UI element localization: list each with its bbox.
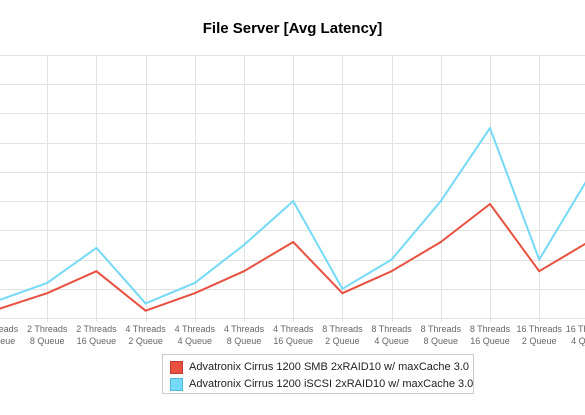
series-line-iscsi [0, 127, 585, 305]
x-tick-label: 8 Queue [424, 336, 459, 346]
data-point-iscsi [95, 246, 98, 249]
data-point-iscsi [193, 281, 196, 284]
data-point-smb [144, 309, 147, 312]
x-tick-label: 16 Queue [470, 336, 510, 346]
legend-label-smb: Advatronix Cirrus 1200 SMB 2xRAID10 w/ m… [189, 361, 470, 373]
x-tick-label: 16 Threads [566, 324, 585, 334]
data-point-iscsi [538, 258, 541, 261]
x-tick-label: 8 Queue [227, 336, 262, 346]
x-tick-label: 4 Queue [571, 336, 585, 346]
data-point-smb [193, 292, 196, 295]
data-point-smb [46, 292, 49, 295]
x-tick-label: 4 Queue [178, 336, 213, 346]
series-line-smb [0, 203, 585, 312]
x-tick-label: 4 Threads [125, 324, 166, 334]
x-tick-label: 2 Queue [128, 336, 163, 346]
data-point-smb [243, 270, 245, 273]
legend-swatch-iscsi [170, 377, 183, 391]
x-tick-label: 16 Threads [517, 324, 563, 334]
x-tick-label: 2 Threads [76, 324, 117, 334]
x-tick-label: 2 Threads [27, 324, 68, 334]
x-tick-label: 8 Threads [421, 324, 462, 334]
x-tick-label: 4 Threads [224, 324, 265, 334]
data-point-iscsi [489, 127, 491, 130]
data-point-iscsi [144, 302, 147, 305]
data-point-iscsi [341, 287, 344, 290]
x-tick-label: 4 Threads [273, 324, 314, 334]
x-tick-label: 8 Queue [30, 336, 65, 346]
chart-legend: Advatronix Cirrus 1200 SMB 2xRAID10 w/ m… [162, 354, 474, 394]
x-tick-label: 2 Threads [0, 324, 19, 334]
x-tick-label: 16 Queue [273, 336, 313, 346]
data-point-iscsi [243, 243, 245, 246]
chart-title: File Server [Avg Latency] [202, 20, 383, 37]
x-tick-label: 8 Threads [371, 324, 412, 334]
x-tick-label: 2 Queue [0, 336, 15, 346]
x-tick-label: 2 Queue [522, 336, 557, 346]
data-point-smb [538, 270, 541, 273]
data-point-iscsi [46, 281, 49, 284]
data-point-smb [390, 270, 393, 273]
data-point-smb [95, 270, 98, 273]
x-tick-label: 2 Queue [325, 336, 360, 346]
data-point-smb [489, 203, 491, 205]
data-point-iscsi [292, 200, 295, 203]
data-point-smb [292, 241, 295, 243]
data-point-iscsi [439, 200, 442, 203]
legend-item-smb: Advatronix Cirrus 1200 SMB 2xRAID10 w/ m… [170, 359, 469, 375]
data-point-iscsi [390, 258, 393, 261]
legend-label-iscsi: Advatronix Cirrus 1200 iSCSI 2xRAID10 w/… [189, 378, 474, 390]
data-point-smb [439, 241, 442, 243]
legend-swatch-smb [170, 360, 183, 374]
x-tick-label: 8 Threads [470, 324, 511, 334]
x-tick-label: 8 Threads [322, 324, 363, 334]
legend-item-iscsi: Advatronix Cirrus 1200 iSCSI 2xRAID10 w/… [170, 376, 473, 392]
data-point-smb [341, 292, 344, 295]
x-tick-label: 4 Threads [175, 324, 216, 334]
x-tick-label: 4 Queue [374, 336, 409, 346]
x-tick-label: 16 Queue [77, 336, 117, 346]
